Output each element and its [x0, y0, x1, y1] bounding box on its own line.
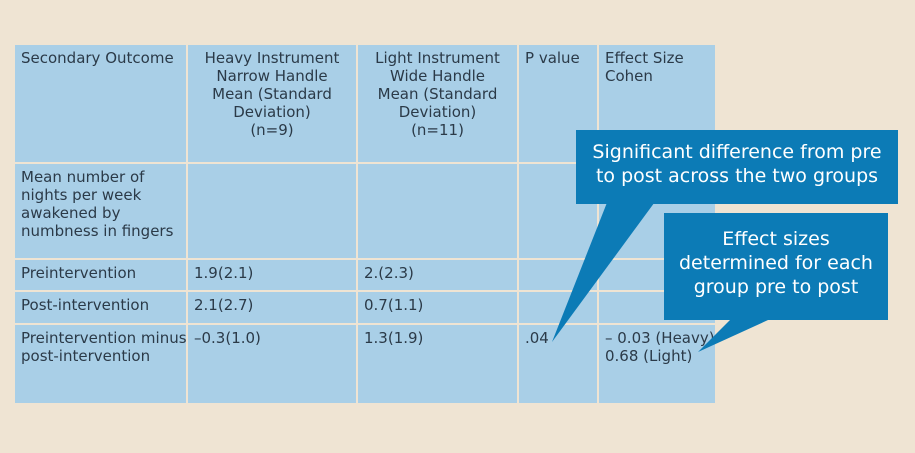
- text-line: Post-intervention: [21, 296, 150, 314]
- text-line: 0.68 (Light): [605, 347, 693, 365]
- text-line: Heavy Instrument: [204, 49, 340, 67]
- text-line: Wide Handle: [389, 67, 486, 85]
- text-line: 1.9(2.1): [194, 264, 254, 282]
- table-cell: 2.(2.3): [358, 260, 517, 290]
- text-line: Mean number of: [21, 168, 145, 186]
- text-line: Preintervention minus: [21, 329, 186, 347]
- table-cell: 0.7(1.1): [358, 292, 517, 323]
- table-cell: Post-intervention: [15, 292, 186, 323]
- callout: Effect sizes determined for each group pre…: [664, 213, 888, 320]
- text-line: determined for each: [679, 252, 873, 274]
- table-cell: [188, 164, 356, 258]
- text-line: (n=9): [250, 121, 294, 139]
- table-cell: Preintervention: [15, 260, 186, 290]
- text-line: Secondary Outcome: [21, 49, 174, 67]
- callout: Significant difference from pre to post a…: [576, 130, 898, 204]
- text-line: 0.7(1.1): [364, 296, 424, 314]
- text-line: Mean (Standard: [212, 85, 332, 103]
- text-line: nights per week: [21, 186, 142, 204]
- table-cell: Preintervention minus post-intervention: [15, 325, 186, 403]
- text-line: 1.3(1.9): [364, 329, 424, 347]
- text-line: Preintervention: [21, 264, 137, 282]
- table-cell: Heavy Instrument Narrow Handle Mean (Stand…: [188, 45, 356, 162]
- text-line: numbness in fingers: [21, 222, 174, 240]
- text-line: to post across the two groups: [595, 165, 879, 187]
- table-cell: [358, 164, 517, 258]
- text-line: 2.1(2.7): [194, 296, 254, 314]
- text-line: 2.(2.3): [364, 264, 414, 282]
- table-cell: 1.9(2.1): [188, 260, 356, 290]
- text-line: Significant difference from pre: [592, 141, 882, 163]
- text-line: group pre to post: [693, 276, 859, 298]
- text-line: –0.3(1.0): [194, 329, 261, 347]
- text-line: (n=11): [411, 121, 464, 139]
- table-cell: –0.3(1.0): [188, 325, 356, 403]
- table-cell: – 0.03 (Heavy) 0.68 (Light): [599, 325, 715, 403]
- text-line: Effect Size: [605, 49, 684, 67]
- pointer: [698, 310, 790, 352]
- text-line: post-intervention: [21, 347, 151, 365]
- text-line: P value: [525, 49, 580, 67]
- text-line: Deviation): [233, 103, 311, 121]
- text-line: – 0.03 (Heavy): [605, 329, 715, 347]
- table-cell: 2.1(2.7): [188, 292, 356, 323]
- text-line: Narrow Handle: [216, 67, 328, 85]
- text-line: Light Instrument: [375, 49, 500, 67]
- text-line: .04: [525, 329, 549, 347]
- table-cell: 1.3(1.9): [358, 325, 517, 403]
- table-cell: Secondary Outcome: [15, 45, 186, 162]
- table-cell: .04: [519, 325, 597, 403]
- table-cell: Light Instrument Wide Handle Mean (Standar…: [358, 45, 517, 162]
- text-line: Cohen: [605, 67, 653, 85]
- text-line: awakened by: [21, 204, 121, 222]
- text-line: Effect sizes: [722, 228, 830, 250]
- text-line: Deviation): [398, 103, 477, 121]
- pointer: [552, 195, 660, 342]
- table-cell: Mean number of nights per week awakened by…: [15, 164, 186, 258]
- text-line: Mean (Standard: [377, 85, 498, 103]
